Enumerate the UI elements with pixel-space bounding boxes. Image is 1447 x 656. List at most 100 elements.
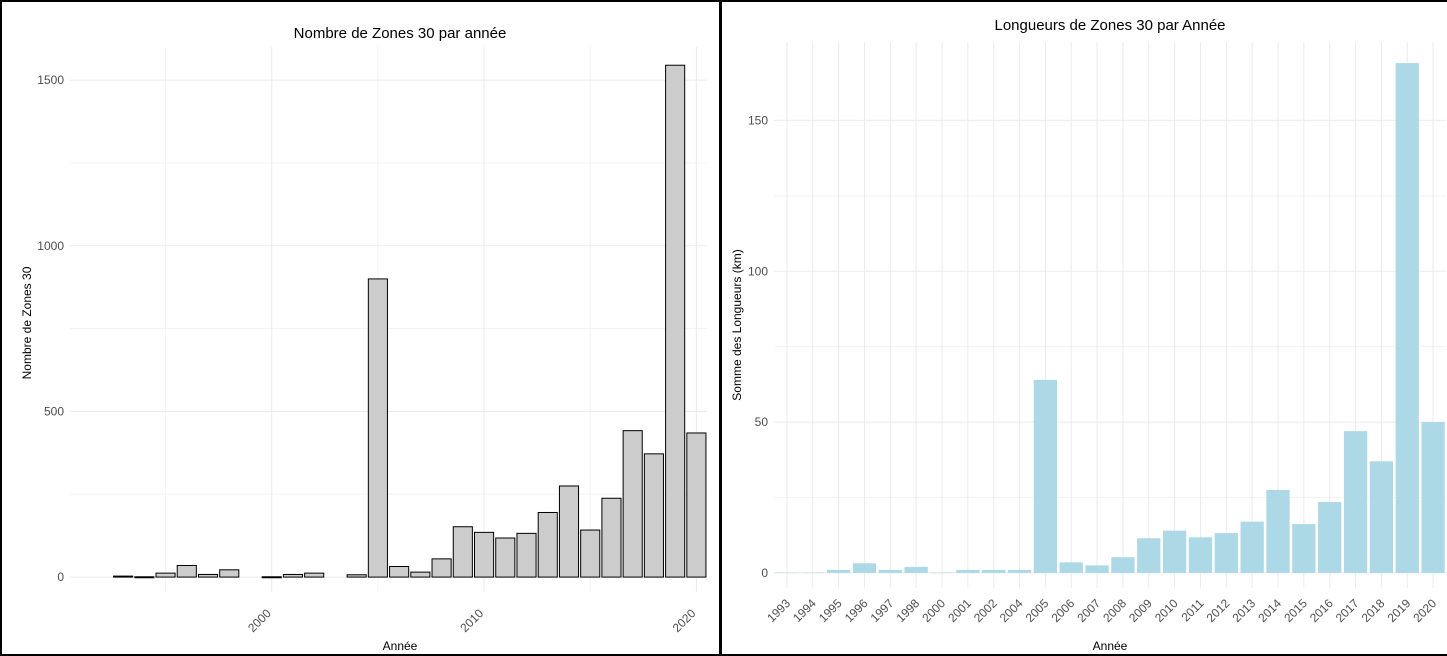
left-bar bbox=[580, 529, 601, 578]
right-x-tick-label: 1994 bbox=[790, 596, 819, 625]
right-x-tick-label: 2005 bbox=[1023, 596, 1052, 625]
right-bar bbox=[1395, 63, 1419, 573]
left-bar bbox=[113, 575, 134, 578]
left-bar bbox=[643, 453, 664, 578]
right-x-tick-label: 1996 bbox=[842, 596, 871, 625]
right-x-tick-label: 2012 bbox=[1204, 596, 1233, 625]
right-bar bbox=[1059, 562, 1083, 573]
right-bar bbox=[1007, 569, 1032, 573]
left-bar bbox=[282, 573, 304, 578]
right-x-tick-label: 2019 bbox=[1385, 596, 1414, 625]
right-x-tick-label: 2002 bbox=[971, 596, 1000, 625]
right-x-tick-label: 2016 bbox=[1307, 596, 1336, 625]
right-bar bbox=[1188, 537, 1213, 573]
right-chart-title: Longueurs de Zones 30 par Année bbox=[994, 17, 1225, 34]
left-bar bbox=[219, 569, 240, 578]
left-y-tick-label: 0 bbox=[57, 570, 64, 584]
right-bar bbox=[1214, 533, 1238, 573]
left-bar bbox=[665, 64, 686, 578]
right-x-tick-label: 2006 bbox=[1049, 596, 1078, 625]
left-x-axis-title: Année bbox=[383, 639, 418, 653]
right-x-tick-label: 2009 bbox=[1126, 596, 1155, 625]
right-bar bbox=[1111, 557, 1135, 573]
left-y-ticks: 0 500 1000 1500 bbox=[37, 73, 64, 584]
left-bar bbox=[516, 532, 537, 578]
right-chart-panel: 0 50 100 150 1993 1994 1995 1996 1997 1998 2000 20… bbox=[721, 0, 1447, 656]
right-x-ticks: 1993199419951996199719982000200120022004… bbox=[764, 596, 1439, 625]
left-bar bbox=[176, 564, 197, 578]
left-bar bbox=[304, 572, 325, 578]
right-x-tick-label: 2017 bbox=[1333, 596, 1362, 625]
right-y-tick-label: 150 bbox=[748, 113, 768, 127]
left-bar bbox=[622, 430, 643, 578]
right-bar bbox=[1137, 538, 1161, 573]
right-x-tick-label: 2008 bbox=[1100, 596, 1129, 625]
right-bar bbox=[826, 569, 851, 573]
right-bar bbox=[1421, 422, 1445, 573]
right-y-tick-label: 100 bbox=[748, 264, 768, 278]
left-bar bbox=[261, 576, 282, 579]
right-x-tick-label: 1998 bbox=[893, 596, 922, 625]
right-y-tick-label: 0 bbox=[761, 566, 768, 580]
left-chart-panel: 0 500 1000 1500 2000 2010 2020 Nombre de Zone… bbox=[0, 0, 721, 656]
left-bar bbox=[155, 572, 176, 578]
left-bar bbox=[346, 574, 367, 578]
left-x-tick-label: 2010 bbox=[457, 606, 486, 635]
right-x-tick-label: 2007 bbox=[1074, 596, 1103, 625]
right-bar bbox=[1369, 461, 1394, 573]
left-bar bbox=[495, 537, 516, 578]
right-y-tick-label: 50 bbox=[755, 415, 769, 429]
left-y-tick-label: 500 bbox=[44, 404, 64, 418]
right-x-tick-label: 2014 bbox=[1255, 596, 1284, 625]
right-x-tick-label: 2000 bbox=[919, 596, 948, 625]
right-bar bbox=[775, 572, 799, 574]
right-x-tick-label: 2011 bbox=[1178, 596, 1206, 624]
right-bar bbox=[1085, 565, 1109, 573]
left-x-tick-label: 2000 bbox=[245, 606, 274, 635]
right-bar bbox=[1033, 379, 1058, 573]
left-bar bbox=[452, 526, 473, 578]
right-bar bbox=[852, 563, 877, 573]
left-y-tick-label: 1000 bbox=[37, 239, 64, 253]
left-bars bbox=[113, 64, 707, 579]
right-bar bbox=[1292, 524, 1316, 573]
right-x-tick-label: 2020 bbox=[1410, 596, 1439, 625]
right-x-tick-label: 2010 bbox=[1152, 596, 1181, 625]
left-bar bbox=[558, 485, 580, 578]
right-x-tick-label: 1995 bbox=[816, 596, 845, 625]
right-x-tick-label: 1993 bbox=[764, 596, 793, 625]
right-bar bbox=[1343, 431, 1368, 573]
bar-chart-count: 0 500 1000 1500 2000 2010 2020 Nombre de Zone… bbox=[20, 25, 707, 653]
right-bar bbox=[982, 569, 1006, 573]
right-x-tick-label: 2018 bbox=[1359, 596, 1388, 625]
right-y-ticks: 0 50 100 150 bbox=[748, 113, 768, 579]
left-bar bbox=[601, 497, 622, 578]
right-y-axis-title: Somme des Longueurs (km) bbox=[730, 249, 744, 400]
left-y-tick-label: 1500 bbox=[37, 73, 64, 87]
left-bar bbox=[134, 576, 155, 579]
right-bar bbox=[1318, 502, 1342, 573]
right-bar bbox=[904, 566, 928, 573]
left-y-axis-title: Nombre de Zones 30 bbox=[20, 266, 34, 379]
left-x-ticks: 2000 2010 2020 bbox=[245, 606, 699, 635]
left-x-tick-label: 2020 bbox=[670, 606, 699, 635]
right-bar bbox=[930, 572, 954, 574]
left-bar bbox=[537, 511, 558, 578]
right-x-axis-title: Année bbox=[1093, 639, 1128, 653]
left-bar bbox=[367, 278, 388, 578]
left-bar bbox=[197, 573, 219, 578]
left-chart-title: Nombre de Zones 30 par année bbox=[294, 25, 507, 42]
left-bar bbox=[686, 432, 707, 578]
right-bar bbox=[1266, 489, 1290, 573]
right-x-tick-label: 2013 bbox=[1229, 596, 1258, 625]
right-bar bbox=[956, 569, 980, 573]
right-x-tick-label: 2015 bbox=[1281, 596, 1310, 625]
right-x-tick-label: 2004 bbox=[997, 596, 1026, 625]
right-bars bbox=[775, 63, 1445, 574]
left-bar bbox=[410, 571, 431, 578]
right-x-tick-label: 1997 bbox=[868, 596, 897, 625]
right-bar bbox=[1240, 521, 1264, 573]
right-bar bbox=[801, 572, 825, 574]
right-x-tick-label: 2001 bbox=[945, 596, 974, 625]
